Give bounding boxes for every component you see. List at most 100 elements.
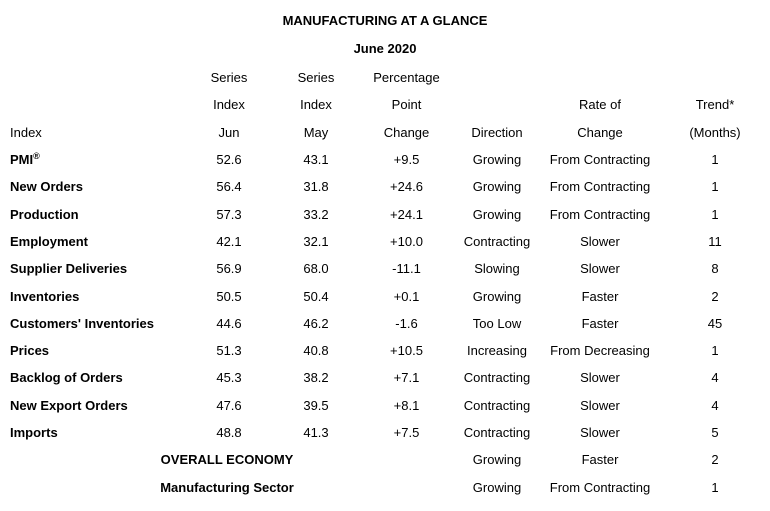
- cell-index-may: 43.1: [303, 152, 329, 168]
- cell-index-jun: 48.8: [216, 425, 242, 440]
- page-title: MANUFACTURING AT A GLANCE: [282, 13, 488, 28]
- cell-direction: Increasing: [467, 343, 527, 359]
- cell-change: +9.5: [393, 152, 420, 168]
- table-row-new-orders: New Orders 56.4 31.8 +24.6 Growing From …: [0, 173, 770, 200]
- cell-change: +0.1: [393, 288, 420, 304]
- cell-trend: 2: [711, 288, 719, 304]
- cell-rate: Faster: [581, 452, 619, 468]
- cell-rate: From Contracting: [549, 206, 651, 222]
- header-trend-line1: Trend*: [695, 97, 735, 113]
- cell-direction: Growing: [472, 179, 522, 195]
- row-label: PMI ®: [10, 150, 40, 168]
- header-trend-line2: (Months): [689, 124, 741, 140]
- table-row-supplier-deliveries: Supplier Deliveries 56.9 68.0 -11.1 Slow…: [0, 255, 770, 282]
- cell-trend: 5: [711, 425, 719, 440]
- summary-row-manufacturing-sector: Manufacturing Sector Growing From Contra…: [0, 473, 770, 500]
- cell-index-jun: 45.3: [216, 370, 242, 386]
- row-label: Backlog of Orders: [10, 370, 123, 386]
- cell-change: -1.6: [395, 315, 418, 331]
- cell-direction: Contracting: [463, 425, 531, 440]
- header-change-line1: Percentage: [373, 70, 440, 86]
- header-jun-line2: Index: [213, 97, 245, 113]
- cell-index-jun: 42.1: [216, 233, 242, 249]
- cell-index-jun: 50.5: [216, 288, 242, 304]
- header-rate-line2: Change: [577, 124, 623, 140]
- header-jun-line3: Jun: [218, 124, 240, 140]
- cell-direction: Growing: [472, 206, 522, 222]
- cell-trend: 4: [711, 397, 719, 413]
- cell-index-may: 38.2: [303, 370, 329, 386]
- cell-change: +10.5: [390, 343, 423, 359]
- cell-rate: From Contracting: [549, 152, 651, 168]
- cell-direction: Slowing: [474, 261, 520, 277]
- header-change-line3: Change: [383, 124, 430, 140]
- cell-index-jun: 56.4: [216, 179, 242, 195]
- cell-trend: 1: [711, 152, 719, 168]
- cell-trend: 1: [711, 206, 719, 222]
- cell-trend: 1: [711, 179, 719, 195]
- cell-change: -11.1: [392, 261, 421, 277]
- header-jun-line1: Series: [210, 70, 248, 86]
- cell-index-may: 41.3: [303, 425, 329, 440]
- row-label: New Export Orders: [10, 397, 128, 413]
- row-label: Production: [10, 206, 79, 222]
- row-label: Customers' Inventories: [10, 315, 154, 331]
- row-label: Employment: [10, 233, 89, 249]
- header-change-line2: Point: [391, 97, 422, 113]
- summary-label: OVERALL ECONOMY: [160, 452, 294, 468]
- cell-direction: Too Low: [472, 315, 522, 331]
- cell-index-may: 50.4: [303, 288, 329, 304]
- header-rate-line1: Rate of: [579, 97, 621, 113]
- table-row-new-export-orders: New Export Orders 47.6 39.5 +8.1 Contrac…: [0, 392, 770, 419]
- cell-index-jun: 56.9: [216, 261, 242, 277]
- cell-rate: Slower: [580, 233, 620, 249]
- cell-rate: From Decreasing: [550, 343, 650, 359]
- cell-index-may: 31.8: [303, 179, 329, 195]
- cell-trend: 1: [711, 479, 719, 495]
- row-label: Supplier Deliveries: [10, 261, 128, 277]
- cell-change: +10.0: [390, 233, 423, 249]
- cell-rate: Faster: [581, 315, 619, 331]
- table-row-inventories: Inventories 50.5 50.4 +0.1 Growing Faste…: [0, 282, 770, 309]
- header-row-1: Series Series Percentage: [0, 64, 770, 91]
- cell-rate: From Contracting: [549, 479, 651, 495]
- cell-direction: Contracting: [463, 370, 531, 386]
- cell-rate: Faster: [581, 288, 619, 304]
- cell-direction: Contracting: [463, 233, 531, 249]
- cell-index-jun: 51.3: [216, 343, 242, 359]
- cell-change: +7.5: [393, 425, 420, 440]
- header-row-2: Index Index Point Rate of Trend*: [0, 91, 770, 118]
- cell-index-may: 39.5: [303, 397, 329, 413]
- row-label: Inventories: [10, 288, 80, 304]
- cell-rate: Slower: [580, 370, 620, 386]
- header-direction-column: Direction: [471, 124, 523, 140]
- header-may-line2: Index: [300, 97, 332, 113]
- summary-label: Manufacturing Sector: [160, 479, 294, 495]
- cell-change: +24.1: [390, 206, 423, 222]
- table-row-prices: Prices 51.3 40.8 +10.5 Increasing From D…: [0, 337, 770, 364]
- cell-index-jun: 47.6: [216, 397, 242, 413]
- cell-rate: From Contracting: [549, 179, 651, 195]
- cell-trend: 45: [707, 315, 723, 331]
- cell-change: +7.1: [393, 370, 420, 386]
- cell-direction: Contracting: [463, 397, 531, 413]
- cell-trend: 8: [711, 261, 719, 277]
- cell-trend: 1: [711, 343, 719, 359]
- table-row-backlog-of-orders: Backlog of Orders 45.3 38.2 +7.1 Contrac…: [0, 364, 770, 391]
- cell-trend: 4: [711, 370, 719, 386]
- cell-index-jun: 57.3: [216, 206, 242, 222]
- row-label: Imports: [10, 425, 58, 440]
- cell-index-may: 46.2: [303, 315, 329, 331]
- table-row-pmi: PMI ® 52.6 43.1 +9.5 Growing From Contrac…: [0, 146, 770, 173]
- cell-trend: 2: [711, 452, 719, 468]
- table-row-imports: Imports 48.8 41.3 +7.5 Contracting Slowe…: [0, 419, 770, 446]
- cell-direction: Growing: [472, 479, 522, 495]
- cell-index-may: 68.0: [303, 261, 329, 277]
- report-month: June 2020: [353, 41, 417, 56]
- summary-row-overall-economy: OVERALL ECONOMY Growing Faster 2: [0, 446, 770, 473]
- row-label: New Orders: [10, 179, 83, 195]
- row-label: Prices: [10, 343, 50, 359]
- cell-index-jun: 52.6: [216, 152, 242, 168]
- cell-trend: 11: [708, 233, 722, 249]
